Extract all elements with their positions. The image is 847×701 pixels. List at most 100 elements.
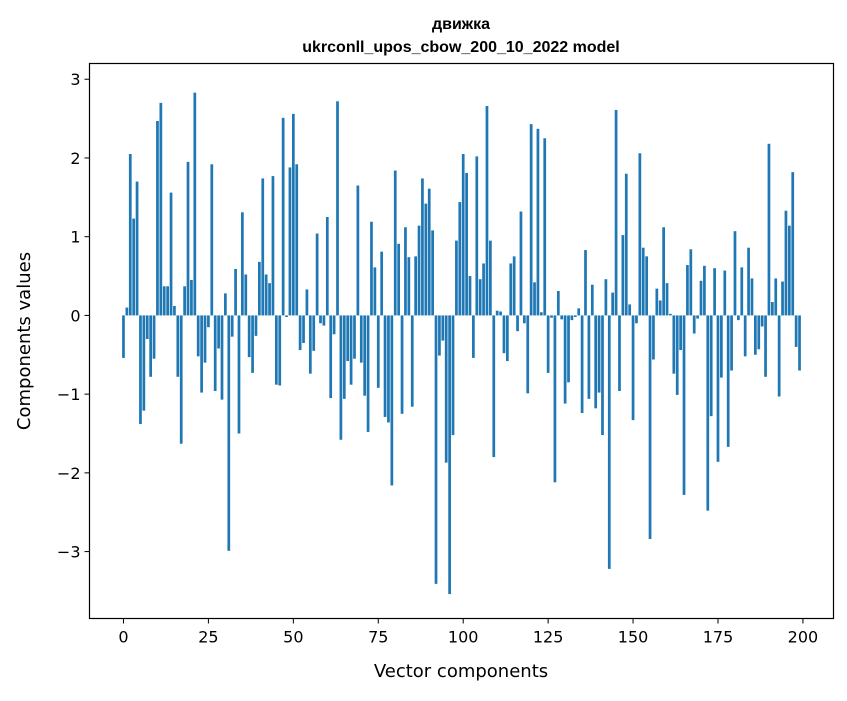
bar-85: [410, 315, 414, 407]
bar-47: [281, 117, 285, 316]
bar-126: [550, 315, 553, 318]
bar-109: [492, 315, 496, 458]
bar-34: [237, 315, 241, 434]
bar-84: [407, 257, 411, 316]
bar-123: [539, 312, 543, 316]
bar-31: [227, 315, 231, 551]
bar-127: [553, 315, 557, 483]
bar-165: [682, 315, 686, 495]
bar-75: [376, 315, 380, 388]
y-tick-label: 3: [70, 70, 80, 89]
bar-173: [709, 315, 713, 417]
y-tick-label: 0: [70, 306, 80, 325]
bar-2: [128, 154, 132, 316]
bar-29: [220, 315, 224, 400]
bar-196: [787, 225, 791, 316]
bar-148: [624, 173, 628, 316]
bar-133: [573, 315, 577, 317]
bar-117: [519, 211, 523, 316]
bar-146: [618, 315, 621, 391]
bar-199: [798, 315, 801, 371]
bar-122: [536, 128, 540, 316]
bar-78: [387, 315, 390, 423]
bar-185: [750, 278, 754, 316]
bar-33: [234, 268, 237, 316]
bar-118: [522, 315, 526, 324]
bar-166: [686, 265, 689, 316]
bar-167: [689, 249, 693, 316]
bar-155: [648, 315, 652, 539]
chart-title-line-1: движка: [432, 16, 490, 33]
bar-55: [308, 315, 312, 374]
bar-108: [489, 240, 492, 316]
bar-68: [353, 315, 356, 359]
bar-105: [478, 279, 482, 316]
bar-187: [757, 315, 761, 350]
bar-115: [512, 256, 516, 316]
bar-6: [142, 315, 146, 411]
bar-0: [122, 315, 125, 358]
bar-41: [261, 178, 265, 316]
bar-169: [696, 315, 699, 319]
bar-62: [332, 315, 336, 335]
bar-17: [179, 315, 183, 444]
bar-188: [760, 315, 764, 327]
bar-183: [743, 315, 747, 357]
bar-9: [152, 315, 156, 359]
bar-106: [482, 263, 485, 316]
bar-49: [288, 167, 292, 316]
bar-12: [162, 286, 166, 316]
bar-171: [703, 265, 706, 316]
bar-147: [621, 235, 625, 316]
bar-163: [675, 315, 679, 395]
bar-191: [770, 302, 774, 316]
bar-90: [427, 188, 431, 316]
bar-30: [224, 293, 227, 316]
bar-138: [590, 284, 594, 316]
bar-96: [448, 315, 451, 595]
bar-194: [781, 281, 784, 316]
bar-124: [543, 138, 547, 316]
bar-39: [254, 315, 258, 336]
bar-93: [438, 315, 441, 356]
bar-140: [597, 315, 601, 393]
bar-116: [516, 315, 519, 332]
bar-168: [692, 315, 696, 334]
bar-135: [580, 315, 584, 414]
bar-58: [319, 315, 322, 324]
bar-189: [764, 315, 767, 377]
bar-193: [777, 315, 781, 397]
bar-129: [560, 315, 564, 320]
bar-16: [176, 315, 180, 377]
bar-20: [190, 279, 193, 316]
bar-10: [156, 120, 159, 316]
bar-44: [271, 176, 275, 316]
bar-130: [563, 315, 567, 404]
x-axis-ticks: 0 25 50 75 100 125 150 175 200: [118, 618, 818, 647]
bar-113: [506, 315, 509, 362]
bar-195: [784, 210, 788, 316]
bar-37: [247, 315, 251, 358]
y-axis-label: Components values: [14, 252, 35, 430]
bar-172: [706, 315, 710, 511]
y-tick-label: 2: [70, 149, 80, 168]
bar-190: [767, 143, 771, 316]
bar-145: [614, 109, 618, 316]
bar-18: [183, 286, 186, 316]
bar-28: [217, 315, 220, 349]
bar-95: [444, 315, 448, 463]
bar-100: [461, 154, 465, 316]
bar-26: [210, 164, 214, 316]
bar-121: [533, 282, 536, 316]
bar-178: [726, 315, 730, 447]
bar-104: [475, 156, 479, 316]
bar-92: [434, 315, 438, 584]
bar-76: [380, 251, 384, 316]
bar-164: [679, 315, 682, 351]
bar-132: [570, 315, 574, 321]
bar-42: [264, 274, 268, 316]
bar-23: [200, 315, 203, 393]
bar-198: [794, 315, 798, 347]
bar-89: [424, 203, 428, 316]
